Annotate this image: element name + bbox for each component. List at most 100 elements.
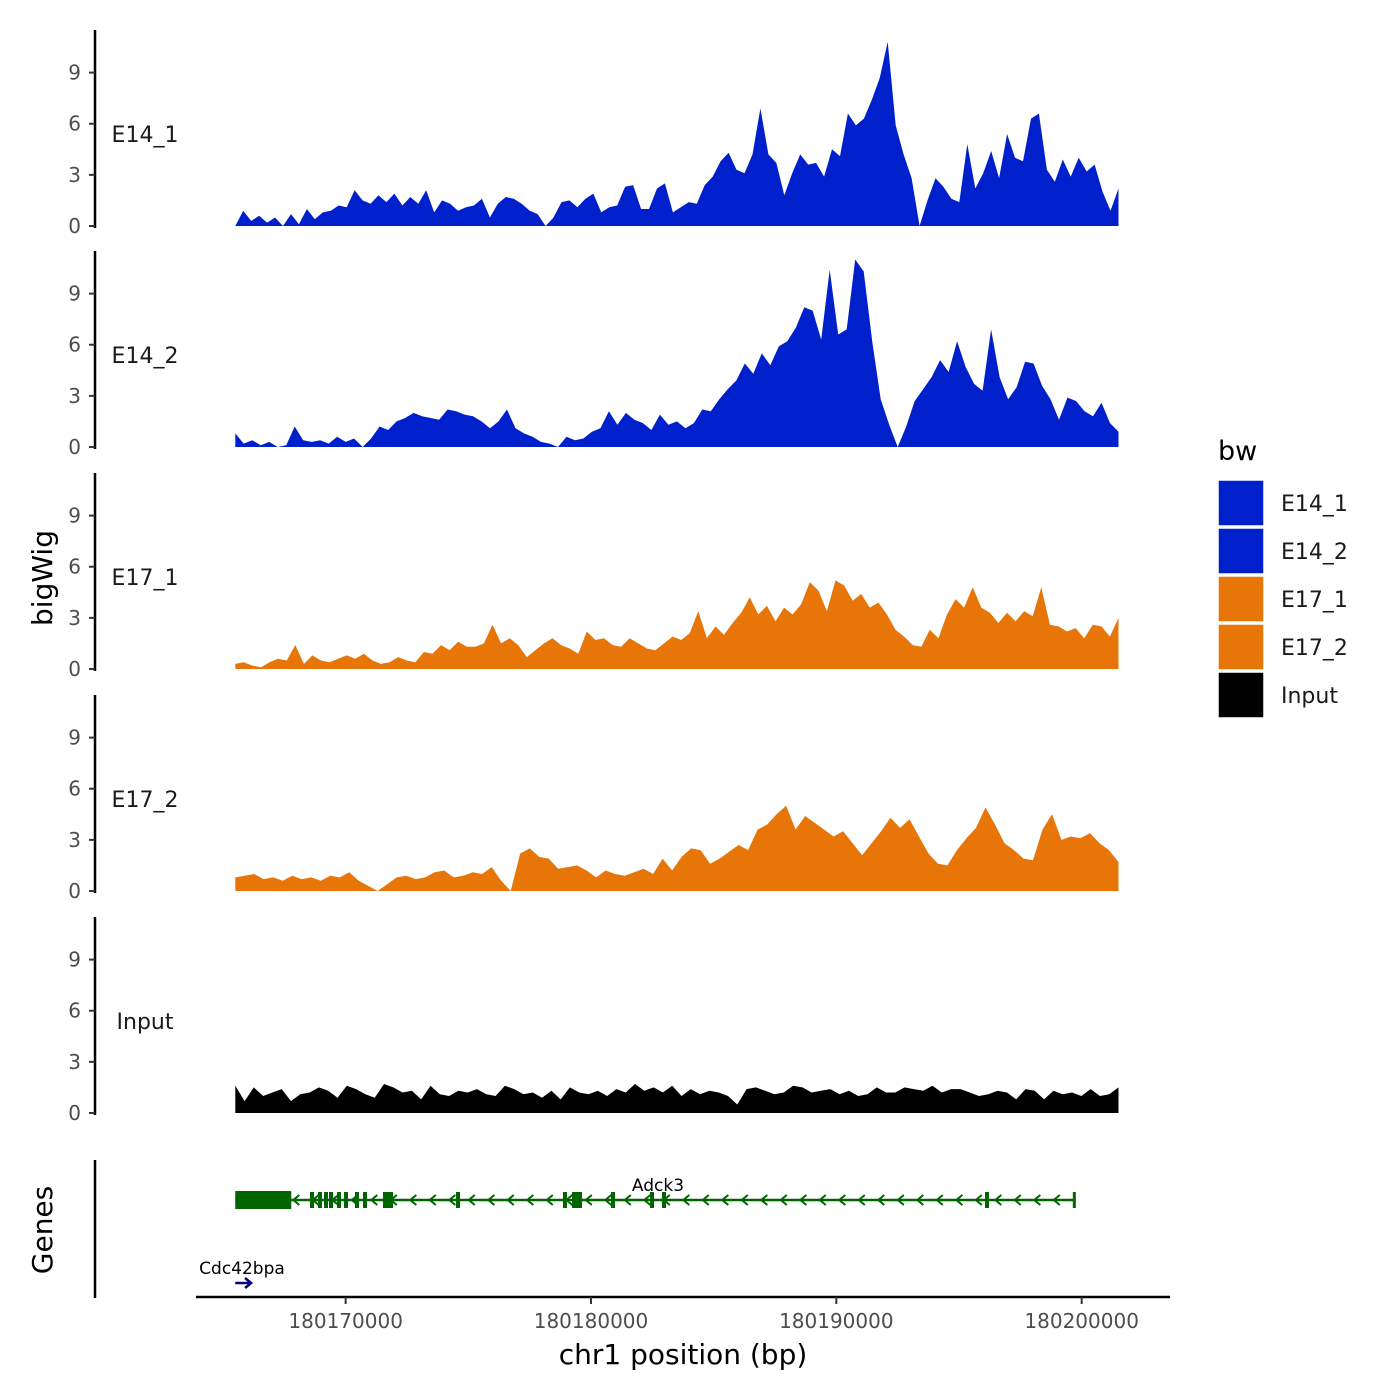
legend-label: E17_2 — [1281, 636, 1348, 661]
exon — [318, 1192, 322, 1208]
legend-label: Input — [1281, 684, 1338, 709]
strand-arrow — [857, 1194, 866, 1206]
exon — [344, 1192, 348, 1208]
strand-arrow — [447, 1194, 456, 1206]
exon — [329, 1192, 333, 1208]
track-label: E14_2 — [112, 344, 179, 369]
gene-label-Adck3: Adck3 — [632, 1176, 684, 1196]
y-tick-label: 3 — [68, 606, 81, 630]
y-tick-label: 3 — [68, 1050, 81, 1074]
x-tick-label: 180170000 — [288, 1309, 403, 1333]
legend-swatch-E14_2 — [1217, 527, 1265, 575]
track-label: Input — [117, 1010, 174, 1035]
legend-label: E14_1 — [1281, 492, 1348, 517]
y-tick-label: 6 — [68, 777, 81, 801]
y-tick-label: 9 — [68, 726, 81, 750]
strand-arrow — [759, 1194, 768, 1206]
exon — [611, 1192, 615, 1208]
track-E17_1: 0 3 6 9 E17_1 — [68, 473, 1119, 681]
exon — [383, 1192, 393, 1208]
strand-arrow — [974, 1194, 983, 1206]
strand-arrow — [798, 1194, 807, 1206]
strand-arrow — [740, 1194, 749, 1206]
coverage-area-E14_2 — [235, 259, 1119, 447]
x-tick-label: 180190000 — [779, 1309, 894, 1333]
x-tick-label: 180200000 — [1024, 1309, 1139, 1333]
exon — [985, 1192, 989, 1208]
exon — [337, 1192, 341, 1208]
exon — [363, 1192, 367, 1208]
exon — [662, 1192, 666, 1208]
y-tick-label: 9 — [68, 282, 81, 306]
strand-arrow — [1032, 1194, 1041, 1206]
coverage-area-E17_1 — [235, 580, 1119, 669]
exon — [324, 1192, 328, 1208]
strand-arrow — [720, 1194, 729, 1206]
y-tick-label: 0 — [68, 214, 81, 238]
strand-arrow — [291, 1194, 300, 1206]
exon — [456, 1192, 460, 1208]
strand-arrow — [525, 1194, 534, 1206]
x-axis: 180170000 180180000 180190000 180200000 — [196, 1295, 1170, 1333]
y-tick-label: 9 — [68, 948, 81, 972]
strand-arrow — [408, 1194, 417, 1206]
y-tick-label: 3 — [68, 384, 81, 408]
y-tick-label: 3 — [68, 828, 81, 852]
strand-arrow — [876, 1194, 885, 1206]
strand-arrow — [993, 1194, 1002, 1206]
strand-arrow — [603, 1194, 612, 1206]
strand-arrow — [915, 1194, 924, 1206]
track-Input: 0 3 6 9 Input — [68, 917, 1119, 1125]
strand-arrow — [244, 1277, 254, 1289]
strand-arrow — [623, 1194, 632, 1206]
y-tick-label: 3 — [68, 163, 81, 187]
legend-swatch-Input — [1217, 671, 1265, 719]
genes-axis-title: Genes — [26, 1186, 59, 1274]
gene-track: Adck3 Cdc42bpa — [93, 1160, 1076, 1298]
track-label: E17_1 — [112, 566, 179, 591]
y-tick-label: 9 — [68, 504, 81, 528]
track-E14_2: 0 3 6 9 E14_2 — [68, 251, 1119, 459]
track-label: E17_2 — [112, 788, 179, 813]
exon — [563, 1192, 567, 1208]
y-tick-label: 6 — [68, 333, 81, 357]
coverage-area-Input — [235, 1084, 1119, 1113]
coverage-area-E14_1 — [235, 41, 1119, 227]
y-tick-label: 6 — [68, 555, 81, 579]
y-tick-label: 0 — [68, 435, 81, 459]
exon — [235, 1191, 292, 1209]
track-E17_2: 0 3 6 9 E17_2 — [68, 695, 1119, 903]
strand-arrow — [1052, 1194, 1061, 1206]
x-axis-title: chr1 position (bp) — [559, 1338, 808, 1371]
y-tick-label: 6 — [68, 999, 81, 1023]
strand-arrow — [896, 1194, 905, 1206]
legend: E14_1 E14_2 E17_1 E17_2 Input — [1217, 479, 1348, 719]
track-label: E14_1 — [112, 123, 179, 148]
strand-arrow — [779, 1194, 788, 1206]
strand-arrow — [818, 1194, 827, 1206]
strand-arrow — [428, 1194, 437, 1206]
legend-title: bw — [1218, 436, 1257, 467]
strand-arrow — [681, 1194, 690, 1206]
y-tick-label: 0 — [68, 1101, 81, 1125]
y-tick-label: 6 — [68, 112, 81, 136]
strand-arrow — [486, 1194, 495, 1206]
exon — [572, 1192, 582, 1208]
track-E14_1: 0 3 6 9 E14_1 — [68, 30, 1119, 238]
strand-arrow — [642, 1194, 651, 1206]
strand-arrow — [837, 1194, 846, 1206]
strand-arrow — [467, 1194, 476, 1206]
exon — [650, 1192, 654, 1208]
y-tick-label: 0 — [68, 657, 81, 681]
legend-swatch-E17_2 — [1217, 623, 1265, 671]
strand-arrow — [701, 1194, 710, 1206]
strand-arrow — [935, 1194, 944, 1206]
legend-swatch-E17_1 — [1217, 575, 1265, 623]
strand-arrow — [369, 1194, 378, 1206]
y-tick-label: 0 — [68, 879, 81, 903]
coverage-area-E17_2 — [235, 805, 1119, 891]
coverage-tracks: 0 3 6 9 E14_1 0 3 6 9 E14_2 0 3 6 9 E17_1 0 3 6 9 E17_2 0 3 6 9… — [68, 30, 1119, 1125]
exon — [355, 1192, 359, 1208]
legend-swatch-E14_1 — [1217, 479, 1265, 527]
